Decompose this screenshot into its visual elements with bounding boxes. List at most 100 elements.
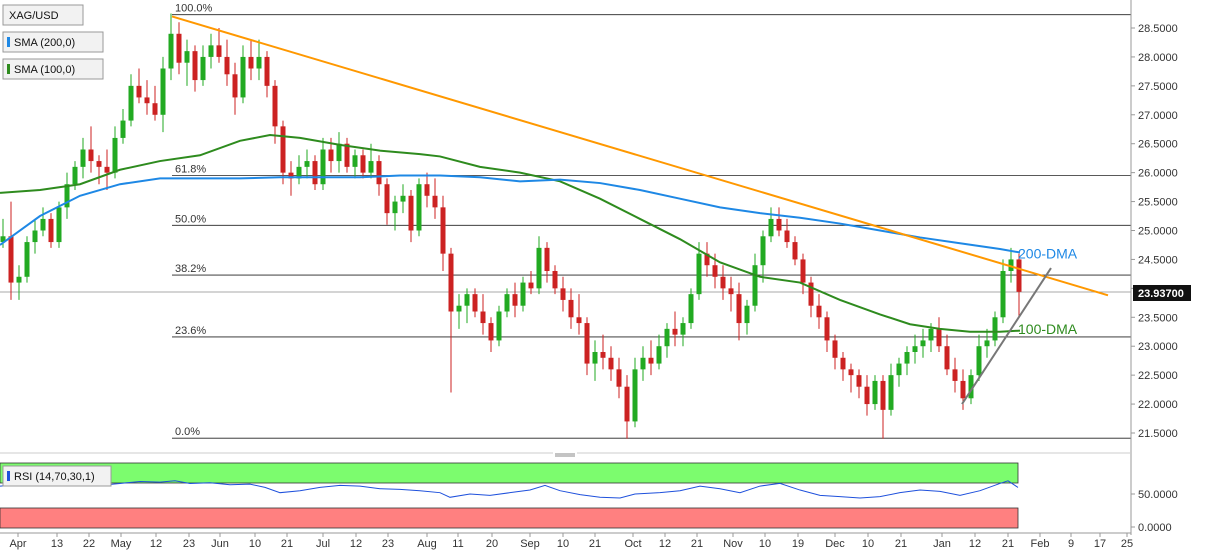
candle-body — [752, 265, 758, 306]
time-tick-label: 11 — [452, 538, 463, 550]
candle — [984, 328, 990, 358]
candle-body — [32, 230, 38, 243]
candle — [296, 155, 302, 185]
candle-body — [0, 236, 6, 243]
time-tick-label: 22 — [83, 538, 95, 550]
candle-body — [168, 33, 174, 69]
candle — [824, 311, 830, 352]
candle-body — [656, 346, 662, 364]
candle-body — [24, 242, 30, 277]
candle — [56, 201, 62, 248]
candle-body — [456, 305, 462, 312]
price-tick-label: 22.5000 — [1138, 370, 1178, 382]
candle — [592, 340, 598, 381]
candle-body — [368, 161, 374, 173]
candle-body — [128, 85, 134, 121]
legend-sma200[interactable]: SMA (200,0) — [2, 31, 104, 53]
candle-body — [448, 253, 454, 312]
candles — [0, 13, 1022, 439]
candle-body — [272, 85, 278, 127]
candle-body — [904, 352, 910, 364]
candle-body — [136, 85, 142, 98]
candle-body — [296, 166, 302, 179]
candle — [448, 247, 454, 393]
candle-body — [64, 184, 70, 208]
legend-sma100[interactable]: SMA (100,0) — [2, 58, 104, 80]
candle — [80, 137, 86, 179]
candle-body — [144, 97, 150, 104]
candle — [392, 195, 398, 231]
candle-body — [48, 218, 54, 243]
time-tick-label: 10 — [249, 538, 261, 550]
candle-body — [520, 282, 526, 306]
candle — [24, 236, 30, 283]
candle — [752, 253, 758, 312]
candle-body — [760, 236, 766, 266]
candle-body — [696, 253, 702, 295]
time-tick-label: 25 — [1121, 538, 1133, 550]
candle — [848, 363, 854, 393]
candle — [912, 334, 918, 364]
candle — [440, 195, 446, 271]
time-tick-label: 12 — [150, 538, 162, 550]
time-tick-label: 12 — [350, 538, 362, 550]
candle-body — [344, 143, 350, 167]
candle-body — [80, 149, 86, 167]
candle-body — [1008, 259, 1014, 271]
candle-body — [504, 294, 510, 312]
candle-body — [840, 357, 846, 370]
candle — [496, 305, 502, 347]
candle-body — [232, 74, 238, 98]
time-tick-label: 21 — [589, 538, 601, 550]
candle — [520, 276, 526, 312]
candle — [200, 45, 206, 86]
candle-body — [224, 56, 230, 75]
legend-rsi[interactable]: RSI (14,70,30,1) — [2, 465, 112, 487]
candle-body — [824, 317, 830, 341]
candle-body — [984, 340, 990, 347]
fib-label: 100.0% — [175, 3, 213, 15]
candle-body — [416, 184, 422, 231]
candle — [920, 328, 926, 358]
candle-body — [640, 357, 646, 370]
candle-body — [40, 218, 46, 231]
candle — [704, 242, 710, 277]
candle — [744, 299, 750, 335]
legend-symbol[interactable]: XAG/USD — [2, 4, 84, 26]
candle-body — [240, 56, 246, 98]
panel-resize-handle[interactable] — [553, 452, 577, 459]
candle — [176, 22, 182, 75]
time-tick-label: Feb — [1031, 538, 1050, 550]
price-tick-label: 21.5000 — [1138, 428, 1178, 440]
candle — [224, 39, 230, 86]
candle — [408, 190, 414, 243]
candle-body — [384, 184, 390, 214]
candle — [504, 288, 510, 318]
candle-body — [792, 242, 798, 260]
candle — [360, 149, 366, 179]
time-tick-label: 21 — [281, 538, 293, 550]
fib-label: 50.0% — [175, 213, 206, 225]
candle — [728, 276, 734, 312]
candle-body — [192, 51, 198, 81]
time-tick-label: 12 — [969, 538, 981, 550]
candle — [584, 317, 590, 376]
candle — [560, 276, 566, 312]
candle — [544, 242, 550, 283]
candle-body — [472, 294, 478, 312]
candle — [600, 334, 606, 370]
candle — [152, 85, 158, 121]
candle — [800, 253, 806, 295]
candle-body — [152, 103, 158, 115]
time-tick-label: Sep — [520, 538, 540, 550]
candle — [312, 155, 318, 190]
candle — [216, 28, 222, 63]
candle-body — [248, 56, 254, 69]
candle-body — [624, 386, 630, 422]
candle — [512, 282, 518, 318]
candle-body — [56, 207, 62, 243]
candle-body — [704, 253, 710, 266]
candle-body — [920, 340, 926, 347]
candle — [480, 294, 486, 335]
